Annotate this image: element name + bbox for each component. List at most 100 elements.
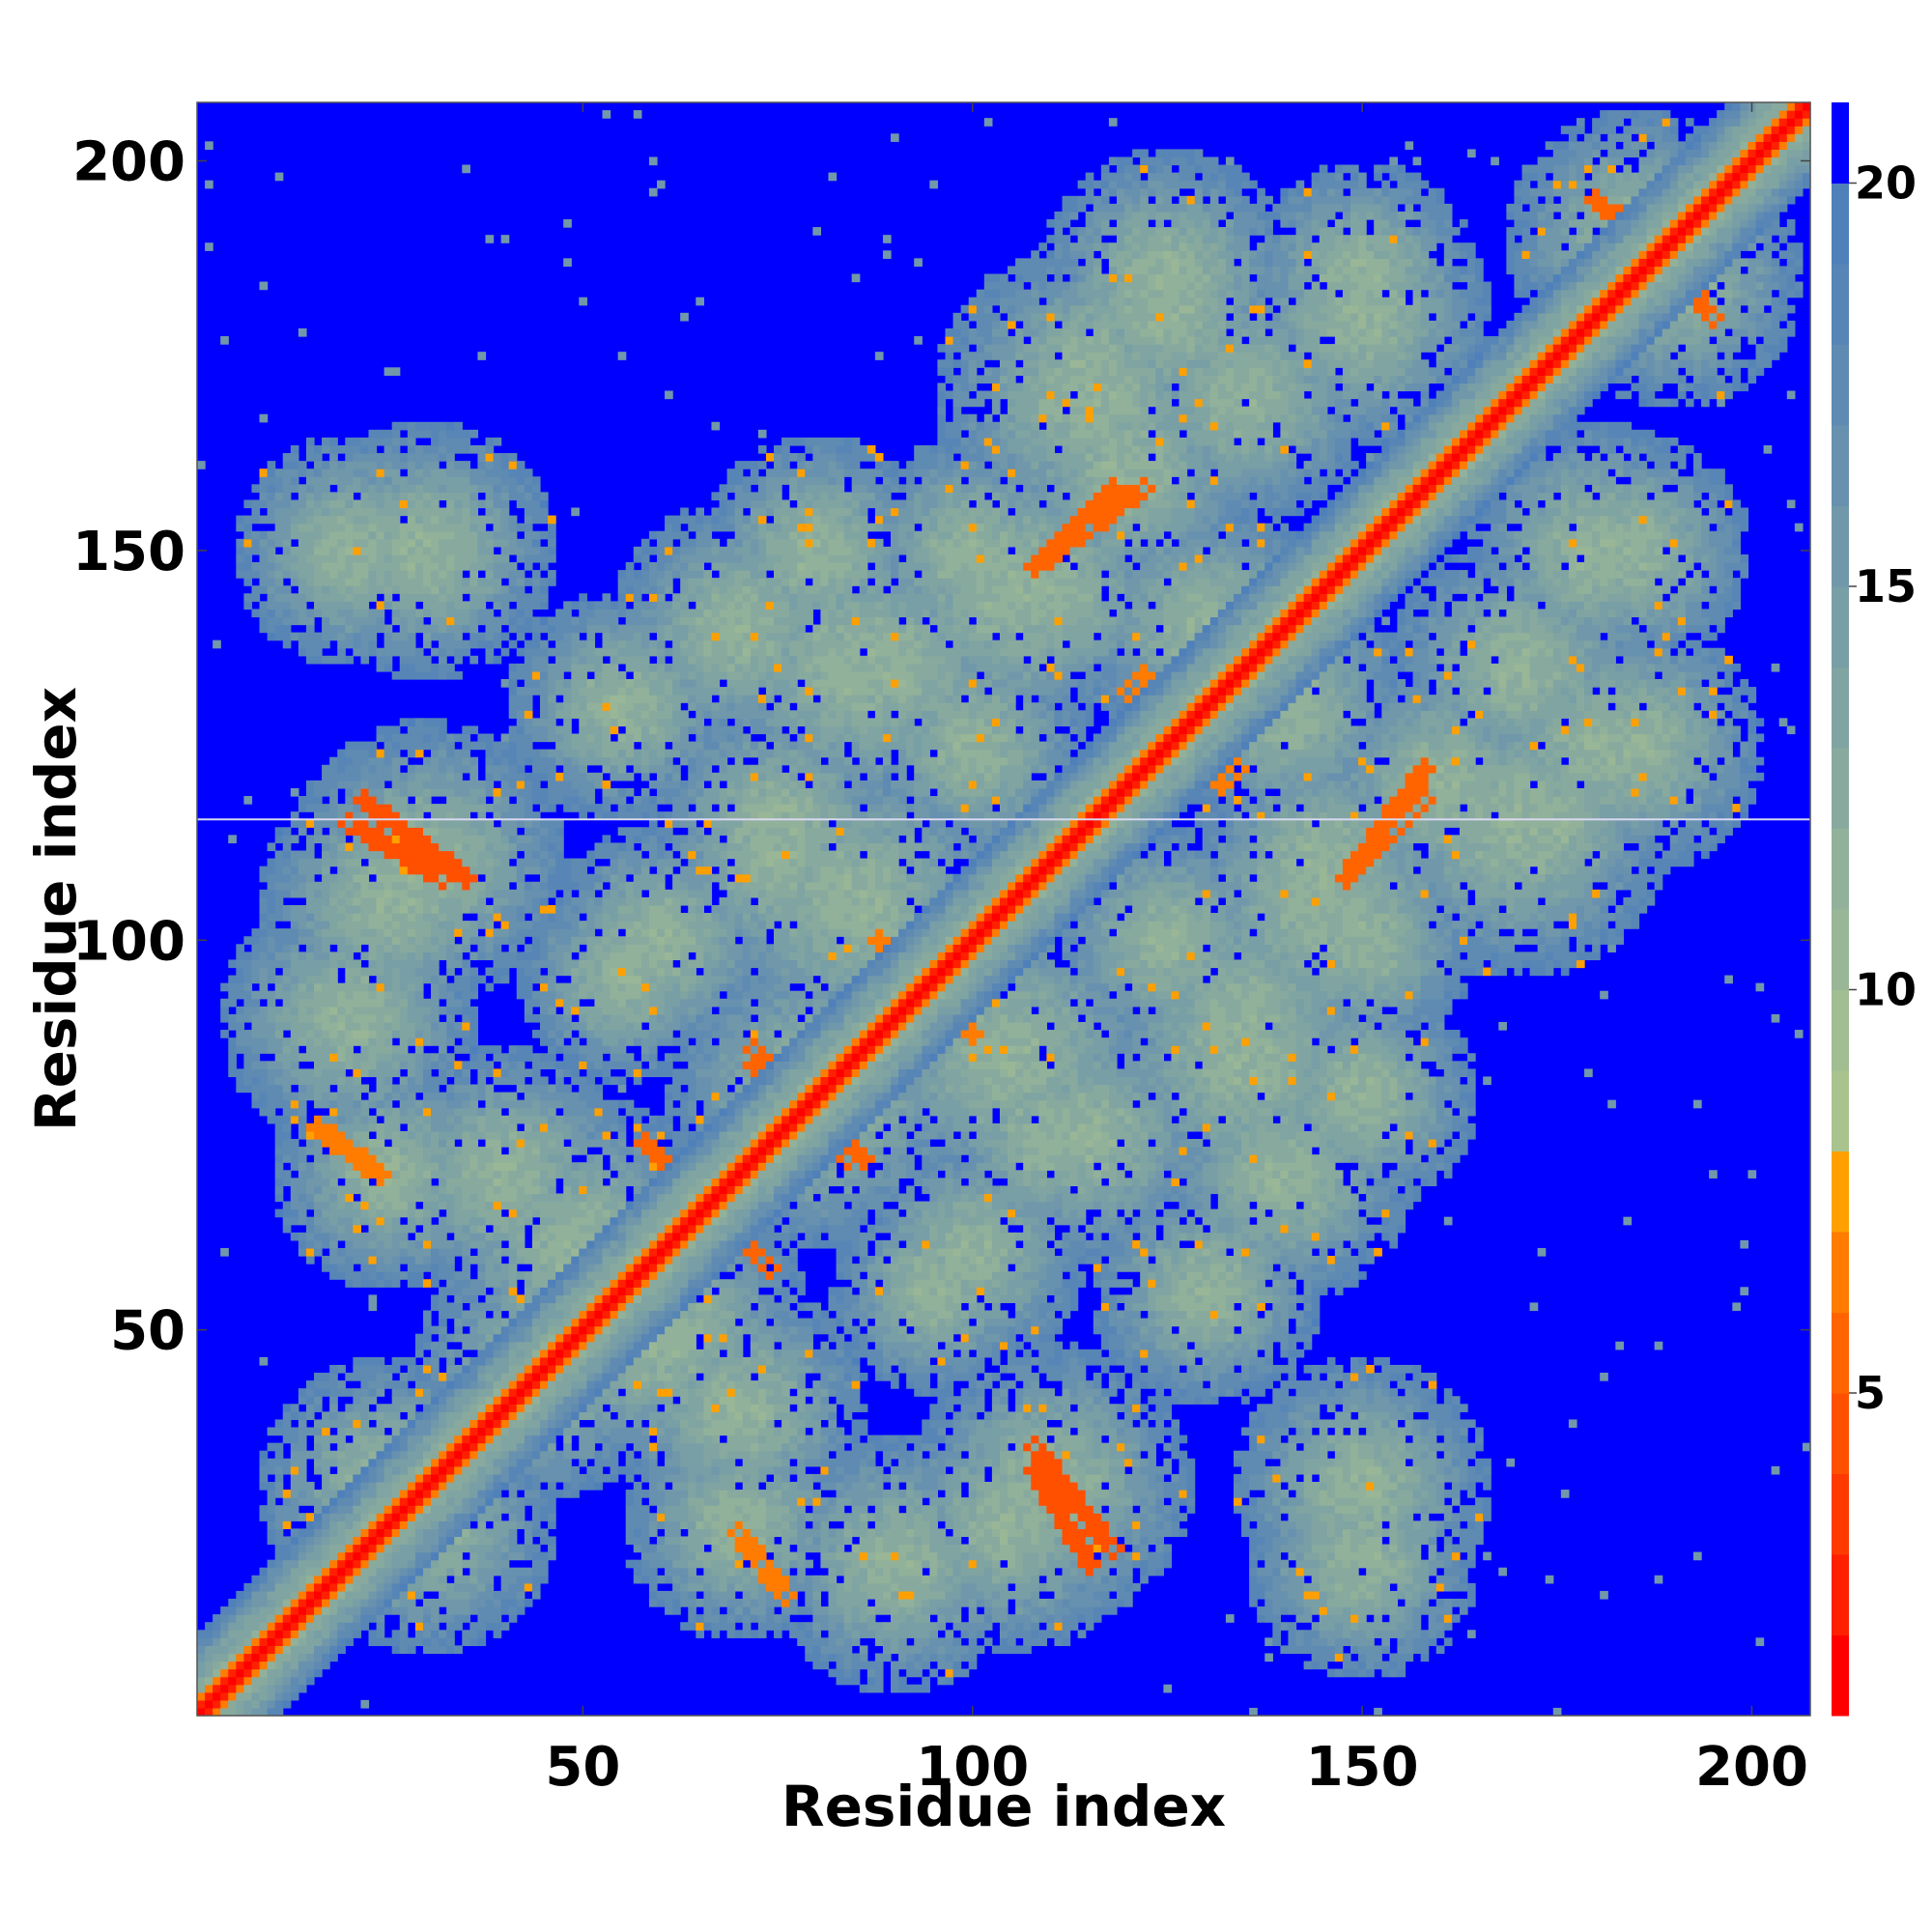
- heatmap-cell: [259, 913, 269, 922]
- heatmap-cell: [500, 1201, 510, 1210]
- heatmap-cell: [414, 1239, 424, 1249]
- heatmap-cell: [414, 835, 424, 844]
- heatmap-cell: [298, 1053, 307, 1062]
- heatmap-cell: [314, 1216, 323, 1226]
- heatmap-cell: [414, 1139, 424, 1148]
- heatmap-cell: [197, 1653, 206, 1662]
- heatmap-cell: [298, 827, 307, 836]
- heatmap-cell: [493, 1364, 502, 1374]
- heatmap-cell: [399, 1606, 409, 1615]
- heatmap-cell: [462, 858, 470, 867]
- heatmap-cell: [399, 1622, 409, 1631]
- heatmap-cell: [274, 1630, 284, 1638]
- heatmap-cell: [399, 904, 409, 914]
- heatmap-cell: [337, 1630, 346, 1638]
- heatmap-cell: [314, 1559, 323, 1569]
- heatmap-cell: [314, 1232, 323, 1241]
- heatmap-cell: [368, 1013, 378, 1023]
- heatmap-cell: [493, 632, 502, 641]
- heatmap-cell: [516, 1068, 526, 1078]
- heatmap-cell: [228, 1653, 237, 1662]
- heatmap-cell: [531, 1092, 541, 1101]
- heatmap-cell: [376, 1380, 385, 1389]
- heatmap-cell: [485, 1551, 495, 1561]
- heatmap-cell: [531, 1247, 541, 1257]
- heatmap-cell: [446, 1193, 455, 1203]
- heatmap-cell: [282, 866, 292, 875]
- heatmap-cell: [531, 819, 541, 828]
- heatmap-cell: [391, 1582, 401, 1592]
- heatmap-cell: [516, 554, 526, 563]
- heatmap-cell: [422, 1606, 432, 1615]
- heatmap-cell: [298, 866, 307, 875]
- heatmap-cell: [407, 601, 416, 610]
- heatmap-cell: [469, 967, 479, 977]
- heatmap-cell: [345, 1637, 354, 1646]
- heatmap-cell: [414, 1333, 424, 1343]
- heatmap-cell: [251, 1030, 261, 1038]
- heatmap-cell: [274, 1162, 284, 1171]
- heatmap-cell: [360, 515, 370, 525]
- heatmap-cell: [360, 1162, 370, 1171]
- heatmap-cell: [399, 609, 409, 618]
- heatmap-cell: [524, 702, 533, 711]
- heatmap-cell: [274, 1099, 284, 1109]
- heatmap-cell: [376, 1520, 385, 1529]
- heatmap-cell: [508, 1310, 518, 1320]
- heatmap-cell: [524, 639, 533, 649]
- heatmap-cell: [368, 1232, 378, 1241]
- heatmap-cell: [469, 1216, 479, 1226]
- heatmap-cell: [329, 1037, 338, 1046]
- heatmap-cell: [493, 1232, 502, 1241]
- heatmap-cell: [267, 1099, 276, 1109]
- heatmap-cell: [282, 1006, 292, 1015]
- heatmap-cell: [376, 1582, 385, 1592]
- heatmap-cell: [446, 896, 455, 906]
- heatmap-cell: [493, 804, 502, 812]
- heatmap-cell: [274, 827, 284, 836]
- heatmap-cell: [516, 695, 526, 703]
- heatmap-cell: [508, 1224, 518, 1234]
- heatmap-cell: [454, 1622, 463, 1631]
- heatmap-cell: [368, 1590, 378, 1600]
- heatmap-cell: [431, 437, 440, 446]
- heatmap-cell: [485, 655, 495, 665]
- heatmap-cell: [305, 896, 315, 906]
- heatmap-cell: [329, 913, 338, 922]
- heatmap-cell: [384, 749, 393, 758]
- heatmap-cell: [360, 1021, 370, 1031]
- heatmap-cell: [516, 578, 526, 586]
- heatmap-cell: [399, 975, 409, 984]
- heatmap-cell: [399, 1497, 409, 1506]
- heatmap-cell: [360, 1373, 370, 1381]
- heatmap-cell: [446, 1598, 455, 1607]
- heatmap-cell: [290, 913, 299, 922]
- heatmap-cell: [345, 1513, 354, 1521]
- heatmap-cell: [345, 515, 354, 525]
- heatmap-cell: [345, 593, 354, 602]
- heatmap-cell: [274, 850, 284, 860]
- heatmap-cell: [337, 585, 346, 594]
- heatmap-cell: [477, 1356, 487, 1366]
- heatmap-cell: [439, 1247, 447, 1257]
- heatmap-cell: [454, 1465, 463, 1475]
- heatmap-cell: [493, 1247, 502, 1257]
- heatmap-cell: [477, 1559, 487, 1569]
- heatmap-cell: [548, 827, 556, 836]
- heatmap-cell: [422, 1122, 432, 1132]
- heatmap-cell: [391, 507, 401, 517]
- heatmap-cell: [274, 1021, 284, 1031]
- heatmap-cell: [322, 1053, 330, 1062]
- heatmap-cell: [469, 1256, 479, 1264]
- heatmap-cell: [399, 1045, 409, 1054]
- heatmap-cell: [345, 1115, 354, 1124]
- heatmap-cell: [407, 811, 416, 820]
- heatmap-cell: [422, 546, 432, 555]
- heatmap-cell: [251, 585, 261, 594]
- heatmap-cell: [516, 756, 526, 766]
- heatmap-cell: [337, 850, 346, 860]
- heatmap-cell: [345, 469, 354, 477]
- heatmap-cell: [322, 1139, 330, 1148]
- heatmap-cell: [524, 1356, 533, 1366]
- heatmap-cell: [516, 1396, 526, 1405]
